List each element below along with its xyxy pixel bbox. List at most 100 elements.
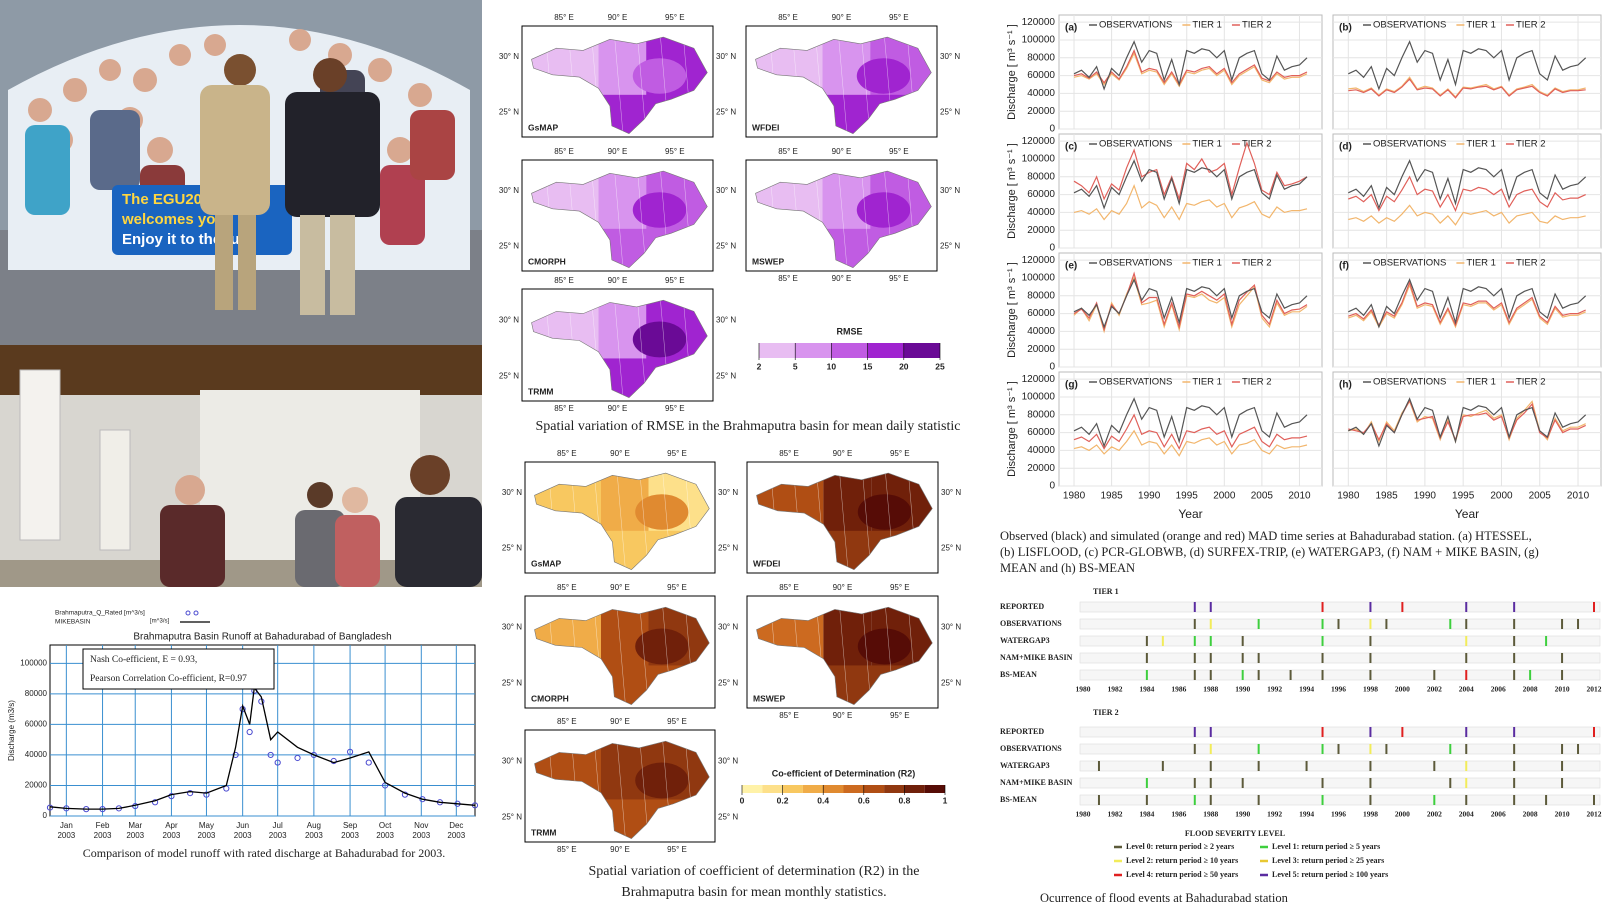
person [335,515,380,587]
lon-label: 95° E [667,449,687,458]
series-line [1073,51,1308,88]
y-tick-label: 40000 [1027,207,1055,218]
lon-label: 85° E [554,276,574,285]
sub-basin-line [838,473,849,570]
x-tick-label: 1980 [1076,685,1091,694]
series-line [1073,141,1308,202]
data-point [203,791,210,798]
y-tick-label: 20000 [1027,463,1055,474]
x-tick-label: 1990 [1138,491,1161,502]
panel-label: (g) [1065,380,1078,391]
discharge-panel: 1980 1985 1990 1995 2000 2005 2010 (h) OBSERVATI… [1332,371,1602,521]
legend-label: TIER 2 [1516,139,1546,150]
lat-label: 30° N [716,52,736,61]
x-tick-label: 1982 [1107,810,1122,819]
lat-label: 25° N [499,371,519,380]
series-line [1348,40,1587,91]
panel-label: (e) [1065,261,1077,272]
y-tick-label: 40000 [1027,445,1055,456]
map-zone [857,628,912,665]
colorbar-swatch [863,785,885,793]
legend-label: TIER 1 [1192,20,1222,31]
row-label: NAM+MIKE BASIN [1000,778,1073,787]
basin-outline [756,472,933,571]
data-point [365,759,372,766]
person [175,475,205,505]
colorbar-tick-label: 0.2 [777,795,789,805]
panel-label: (c) [1065,142,1077,153]
x-tick-label: 2012 [1587,810,1602,819]
panel-label: (a) [1065,23,1077,34]
series-line [1348,399,1586,442]
discharge-panel: 0 20000 40000 60000 80000 100000 120000 (c) OBSE… [1006,133,1323,254]
basin-outline [531,170,708,269]
lat-label: 25° N [718,544,738,553]
y-tick-label: 60000 [1027,308,1055,319]
x-tick-label: Jun [236,821,249,830]
series-line [1348,397,1587,448]
annotation-box [82,648,275,690]
x-tick-label: 2006 [1491,810,1506,819]
lon-label: 85° E [557,845,577,854]
legend-title: FLOOD SEVERITY LEVEL [1185,829,1285,838]
caption: Spatial variation of coefficient of dete… [589,864,920,879]
y-tick-label: 80000 [1027,409,1055,420]
row-track [1079,794,1601,806]
series-line [1073,159,1308,210]
map-label: MSWEP [752,256,784,266]
series-line [1073,397,1308,448]
x-tick-label: 1998 [1363,685,1378,694]
y-tick-label: 20000 [1027,225,1055,236]
x-tick-label: 2010 [1288,491,1311,502]
x-tick-label: Aug [307,821,321,830]
person [410,455,450,495]
legend-label: TIER 2 [1242,377,1272,388]
colorbar-swatch [762,785,783,793]
data-point [294,754,301,762]
lat-label: 30° N [940,52,960,61]
map-panel: MSWEP 85° E 85° E 90° E 90° E 95° E 95° E 30° N… [745,147,960,283]
y-tick-label: 0 [1049,362,1055,373]
colorbar-tick-label: 10 [827,361,837,371]
lon-label: 85° E [779,449,799,458]
map-label: WFDEI [753,558,780,568]
lon-label: 95° E [665,147,685,156]
legend-label: TIER 1 [1466,139,1496,150]
discharge-panel: (f) OBSERVATIONS TIER 1 TIER 2 [1332,252,1602,368]
row-label: OBSERVATIONS [1000,744,1062,753]
lon-label: 90° E [833,449,853,458]
x-tick-year: 2003 [341,831,359,840]
x-tick-year: 2003 [163,831,181,840]
colorbar-swatch [782,785,803,793]
lon-label: 85° E [778,13,798,22]
legend-label: TIER 2 [1242,139,1272,150]
data-point [346,748,354,755]
legend-label: TIER 2 [1242,258,1272,269]
sub-basin-line [838,607,849,705]
colorbar-swatch [924,785,945,793]
lat-label: 25° N [502,544,522,553]
lat-label: 30° N [716,315,736,324]
x-tick-label: Jan [60,821,73,830]
x-axis-label: Year [1455,507,1479,521]
caption: Spatial variation of RMSE in the Brahmap… [536,419,961,434]
series-line [1073,413,1308,451]
x-tick-label: 1980 [1063,491,1086,502]
caption: MEAN and (h) BS-MEAN [1000,561,1135,575]
legend-label: Brahmaputra_Q_Rated [m^3/s] [55,610,145,617]
data-point [310,751,317,759]
lon-label: 90° E [608,147,628,156]
basin-outline [756,606,933,705]
poster-board [99,429,131,551]
data-point [274,759,281,766]
lat-label: 25° N [716,108,736,117]
x-tick-label: 1990 [1235,810,1250,819]
x-tick-label: 1990 [1414,491,1437,502]
y-tick-label: 100000 [1022,154,1056,165]
lon-label: 90° E [833,711,853,720]
x-tick-label: 1986 [1171,810,1186,819]
lon-label: 95° E [667,583,687,592]
colorbar-swatch [759,343,796,358]
x-tick-label: 2010 [1555,810,1570,819]
map-zone [856,58,911,94]
